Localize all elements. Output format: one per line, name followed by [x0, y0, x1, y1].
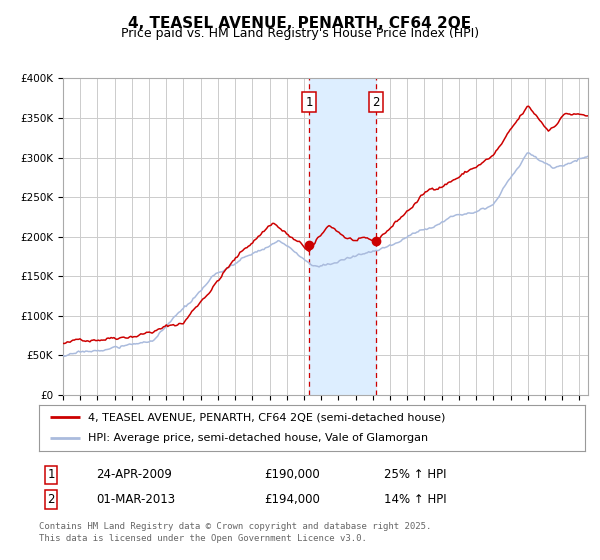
- Bar: [309, 78, 376, 395]
- Text: Contains HM Land Registry data © Crown copyright and database right 2025.
This d: Contains HM Land Registry data © Crown c…: [39, 522, 431, 543]
- Text: HPI: Average price, semi-detached house, Vale of Glamorgan: HPI: Average price, semi-detached house,…: [88, 433, 428, 444]
- Text: 24-APR-2009: 24-APR-2009: [96, 468, 172, 482]
- Text: 1: 1: [47, 468, 55, 482]
- Text: £194,000: £194,000: [264, 493, 320, 506]
- Text: 4, TEASEL AVENUE, PENARTH, CF64 2QE: 4, TEASEL AVENUE, PENARTH, CF64 2QE: [128, 16, 472, 31]
- Text: 4, TEASEL AVENUE, PENARTH, CF64 2QE (semi-detached house): 4, TEASEL AVENUE, PENARTH, CF64 2QE (sem…: [88, 412, 446, 422]
- Text: 2: 2: [372, 96, 380, 109]
- Text: 25% ↑ HPI: 25% ↑ HPI: [384, 468, 446, 482]
- Text: Price paid vs. HM Land Registry's House Price Index (HPI): Price paid vs. HM Land Registry's House …: [121, 27, 479, 40]
- Text: 2: 2: [47, 493, 55, 506]
- Text: £190,000: £190,000: [264, 468, 320, 482]
- Text: 1: 1: [305, 96, 313, 109]
- Text: 14% ↑ HPI: 14% ↑ HPI: [384, 493, 446, 506]
- Text: 01-MAR-2013: 01-MAR-2013: [96, 493, 175, 506]
